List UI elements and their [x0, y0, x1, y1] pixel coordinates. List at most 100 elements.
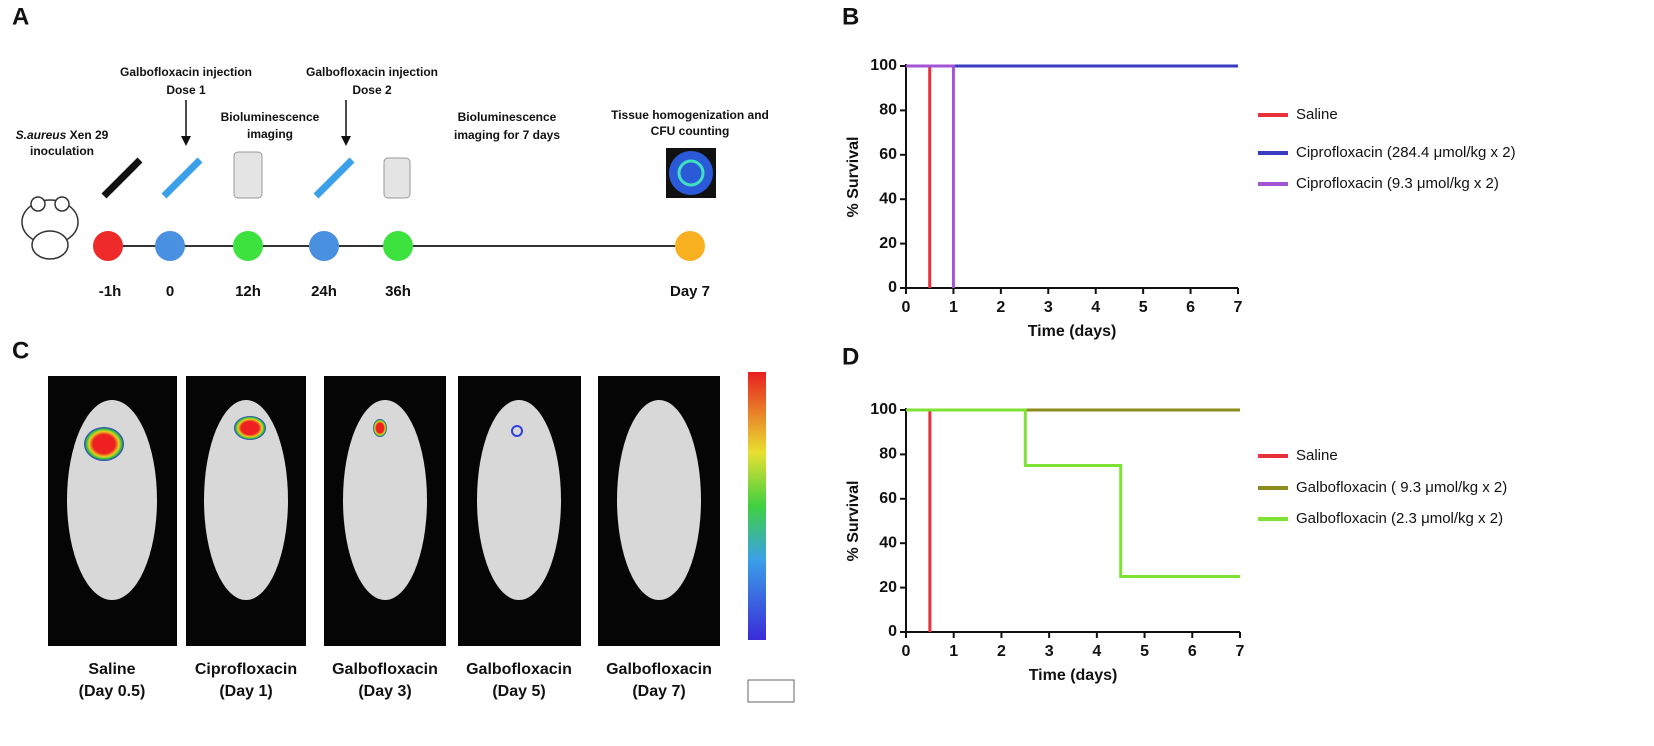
- y-tick-label: 0: [888, 279, 897, 296]
- mouse-body: [617, 400, 701, 600]
- dish-icon: [677, 159, 705, 187]
- syringe-icon: [313, 157, 355, 199]
- timeline: S.aureus Xen 29 inoculation Galbofloxaci…: [16, 65, 769, 300]
- survival-line: [906, 64, 932, 288]
- time-label: 12h: [235, 283, 261, 300]
- x-tick-label: 5: [1139, 299, 1148, 316]
- x-tick-label: 2: [996, 299, 1005, 316]
- x-tick-label: 4: [1091, 299, 1100, 316]
- label: imaging for 7 days: [454, 128, 560, 142]
- y-tick-label: 40: [879, 534, 897, 551]
- survival-line: [906, 64, 955, 288]
- color-scale-box: [747, 679, 795, 703]
- mouse-icon: [30, 196, 46, 212]
- mouse-icon: [31, 230, 69, 260]
- x-tick-label: 3: [1044, 299, 1053, 316]
- legend-label: Galbofloxacin (2.3 μmol/kg x 2): [1296, 510, 1503, 527]
- syringe-icon: [161, 157, 203, 199]
- label: imaging: [247, 127, 293, 141]
- x-tick-label: 0: [902, 299, 911, 316]
- label: Dose 2: [352, 83, 392, 97]
- y-tick-label: 60: [879, 490, 897, 507]
- time-label: -1h: [99, 283, 122, 300]
- caption: Saline: [88, 661, 135, 678]
- imager-icon: [383, 157, 411, 199]
- label: Tissue homogenization and: [611, 108, 769, 122]
- color-bar: [748, 372, 766, 640]
- legend-label: Ciprofloxacin (9.3 μmol/kg x 2): [1296, 175, 1499, 192]
- y-tick-label: 0: [888, 623, 897, 640]
- survival-line: [906, 408, 932, 632]
- caption: (Day 0.5): [79, 683, 146, 700]
- y-tick-label: 20: [879, 579, 897, 596]
- time-label: 0: [166, 283, 174, 300]
- caption: (Day 7): [632, 683, 685, 700]
- time-label: 24h: [311, 283, 337, 300]
- timepoint: [309, 231, 339, 261]
- x-axis-label: Time (days): [1029, 667, 1118, 684]
- signal: [511, 425, 523, 437]
- y-tick-label: 40: [879, 190, 897, 207]
- label: Dose 1: [166, 83, 206, 97]
- panel-letter: D: [842, 343, 859, 370]
- caption: (Day 3): [358, 683, 411, 700]
- signal: [234, 416, 266, 440]
- x-tick-label: 6: [1188, 643, 1197, 660]
- timepoint: [155, 231, 185, 261]
- y-axis-label: % Survival: [845, 481, 862, 562]
- x-tick-label: 6: [1186, 299, 1195, 316]
- y-tick-label: 20: [879, 235, 897, 252]
- arrow: [341, 136, 351, 146]
- legend-label: Saline: [1296, 106, 1338, 123]
- label: Galbofloxacin injection: [306, 65, 438, 79]
- caption: Galbofloxacin: [332, 661, 438, 678]
- caption: Galbofloxacin: [466, 661, 572, 678]
- signal: [373, 419, 387, 437]
- timepoint: [383, 231, 413, 261]
- caption: Galbofloxacin: [606, 661, 712, 678]
- timepoint: [233, 231, 263, 261]
- label: CFU counting: [651, 124, 730, 138]
- survival-line: [906, 408, 1240, 578]
- mouse-icon: [54, 196, 70, 212]
- time-label: 36h: [385, 283, 411, 300]
- time-label: Day 7: [670, 283, 710, 300]
- x-tick-label: 7: [1234, 299, 1243, 316]
- mouse-body: [343, 400, 427, 600]
- imager-icon: [233, 151, 263, 199]
- signal: [84, 427, 124, 461]
- x-tick-label: 4: [1092, 643, 1101, 660]
- legend-label: Saline: [1296, 447, 1338, 464]
- x-tick-label: 1: [949, 299, 958, 316]
- label: S.aureus Xen 29: [16, 128, 109, 142]
- label: inoculation: [30, 144, 94, 158]
- y-tick-label: 60: [879, 146, 897, 163]
- x-tick-label: 3: [1045, 643, 1054, 660]
- caption: (Day 1): [219, 683, 272, 700]
- dish-icon: [669, 151, 713, 195]
- label: Bioluminescence: [458, 110, 557, 124]
- timepoint: [93, 231, 123, 261]
- caption: Ciprofloxacin: [195, 661, 297, 678]
- syringe-icon: [101, 157, 143, 199]
- panel-letter: C: [12, 337, 29, 364]
- x-tick-label: 1: [949, 643, 958, 660]
- x-axis-label: Time (days): [1028, 323, 1117, 340]
- y-tick-label: 80: [879, 102, 897, 119]
- legend-label: Ciprofloxacin (284.4 μmol/kg x 2): [1296, 144, 1516, 161]
- caption: (Day 5): [492, 683, 545, 700]
- mouse-body: [477, 400, 561, 600]
- x-tick-label: 5: [1140, 643, 1149, 660]
- mouse-body: [204, 400, 288, 600]
- label: Xen 29: [66, 128, 108, 142]
- timepoint: [675, 231, 705, 261]
- y-tick-label: 100: [870, 401, 897, 418]
- x-tick-label: 2: [997, 643, 1006, 660]
- y-tick-label: 100: [870, 57, 897, 74]
- y-tick-label: 80: [879, 446, 897, 463]
- arrow: [181, 136, 191, 146]
- y-axis-label: % Survival: [845, 137, 862, 218]
- image-row: Saline (Day 0.5) Ciprofloxacin (Day 1) G…: [48, 372, 795, 703]
- legend-label: Galbofloxacin ( 9.3 μmol/kg x 2): [1296, 479, 1507, 496]
